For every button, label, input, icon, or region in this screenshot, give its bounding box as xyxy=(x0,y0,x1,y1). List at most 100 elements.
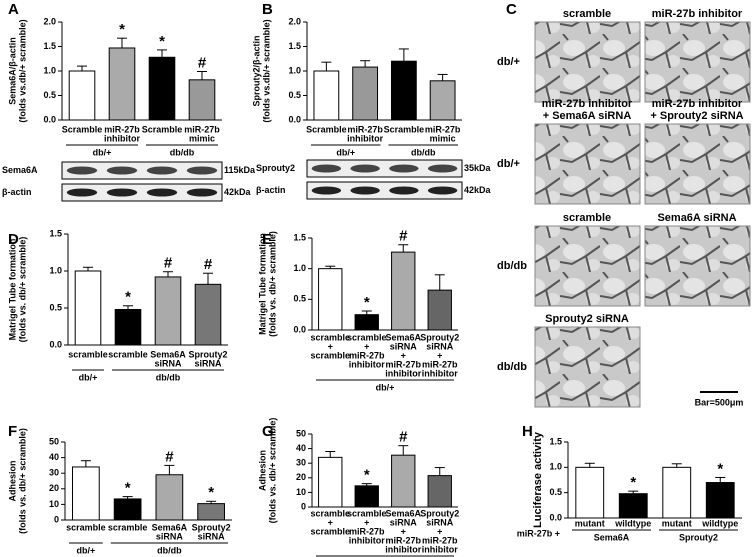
bar xyxy=(618,493,648,519)
scale-label: Bar=500μm xyxy=(695,397,744,407)
x-tick-label: scramble xyxy=(108,522,148,532)
image-label: + Sprouty2 siRNA xyxy=(650,110,743,122)
y-tick-label: 0.0 xyxy=(288,114,301,124)
image-label: scramble xyxy=(563,8,611,20)
significance-marker: * xyxy=(125,289,131,306)
bar xyxy=(113,498,142,521)
y-tick-label: 40 xyxy=(49,452,59,462)
y-tick-label: 0.5 xyxy=(49,302,62,312)
x-tick-label: scramble xyxy=(108,349,148,359)
x-tick-label: Sema6A xyxy=(152,522,188,532)
image-label: scramble xyxy=(563,212,611,224)
blot xyxy=(306,181,463,200)
y-axis-label: Luciferase activity xyxy=(532,431,544,528)
bar xyxy=(391,454,416,508)
blot-size: 115kDa xyxy=(224,165,256,175)
y-tick-label: 1.5 xyxy=(49,228,62,238)
x-tick-label: inhibitor xyxy=(349,535,385,545)
x-tick-label: + xyxy=(437,350,442,360)
x-tick-label: + xyxy=(401,350,406,360)
significance-marker: * xyxy=(717,460,723,477)
significance-marker: * xyxy=(125,480,131,497)
row-label: db/+ xyxy=(497,158,520,170)
y-tick-label: 0 xyxy=(301,501,306,511)
y-tick-label: 2.0 xyxy=(43,16,56,26)
y-axis-label: (folds vs. db/+ scramble) xyxy=(17,237,27,343)
significance-marker: # xyxy=(204,256,213,273)
y-tick-label: 20 xyxy=(296,472,306,482)
panel-label: A xyxy=(8,1,19,18)
blot-band xyxy=(146,166,178,175)
x-tick-label: miR-27b xyxy=(425,124,461,134)
blot-band xyxy=(66,166,98,175)
bar xyxy=(318,456,343,508)
group-label: Sema6A xyxy=(594,532,630,542)
x-tick-label: Sema6A xyxy=(150,349,186,359)
micrograph xyxy=(534,326,641,408)
y-tick-label: 20 xyxy=(49,483,59,493)
panel-label: B xyxy=(262,1,273,18)
x-tick-label: scramble xyxy=(310,350,350,360)
y-tick-label: 2.0 xyxy=(288,16,301,26)
x-tick-label: siRNA xyxy=(390,517,418,527)
x-tick-label: Sprouty2 xyxy=(420,332,459,342)
x-tick-label: Scramble xyxy=(306,124,347,134)
x-tick-label: siRNA xyxy=(154,358,182,368)
group-label: db/+ xyxy=(79,372,98,382)
y-axis-label: (folds vs. db/+ scramble) xyxy=(267,418,277,524)
blot-name: β-actin xyxy=(2,187,32,197)
x-tick-label: scramble xyxy=(347,332,387,342)
x-tick-label: mutant xyxy=(575,518,605,528)
group-prefix: miR-27b + xyxy=(517,528,560,538)
group-label: db/db xyxy=(170,147,195,157)
blot-band xyxy=(186,166,218,175)
significance-marker: # xyxy=(399,228,408,245)
y-axis-label: (folds vs. db/+ scramble) xyxy=(17,428,27,534)
panel-label: F xyxy=(8,423,17,440)
x-tick-label: mimic xyxy=(189,133,215,143)
blot-band xyxy=(186,188,218,197)
y-tick-label: 1.0 xyxy=(49,265,62,275)
y-tick-label: 0.5 xyxy=(43,90,56,100)
blot-band xyxy=(350,164,380,173)
y-tick-label: 0.0 xyxy=(549,512,562,522)
panel-label: D xyxy=(8,231,19,248)
micrograph xyxy=(644,21,751,103)
x-tick-label: inhibitor xyxy=(347,133,383,143)
y-tick-label: 10 xyxy=(49,499,59,509)
x-tick-label: siRNA xyxy=(194,358,222,368)
y-axis-label: Matrigel Tube formation xyxy=(257,233,267,335)
group-label: db/db xyxy=(157,545,182,555)
significance-marker: * xyxy=(119,21,125,38)
group-label: db/db xyxy=(156,372,181,382)
bar xyxy=(194,283,222,346)
y-axis-label: Sema6A/β-actin xyxy=(7,37,17,105)
significance-marker: * xyxy=(364,294,370,311)
micrograph xyxy=(534,225,641,307)
micrograph xyxy=(534,21,641,103)
blot-band xyxy=(389,186,419,195)
group-label: db/+ xyxy=(93,147,112,157)
blot xyxy=(306,159,463,178)
x-tick-label: inhibitor xyxy=(385,544,421,554)
x-tick-label: wildtype xyxy=(614,518,651,528)
x-tick-label: siRNA xyxy=(390,341,418,351)
x-tick-label: Sema6A xyxy=(385,332,421,342)
x-tick-label: siRNA xyxy=(198,531,226,541)
blot-band xyxy=(311,186,342,195)
y-tick-label: 1.5 xyxy=(288,41,301,51)
row-label: db/db xyxy=(497,260,527,272)
x-tick-label: miR-27b xyxy=(385,359,421,369)
x-tick-label: miR-27b xyxy=(385,535,421,545)
image-label: + Sema6A siRNA xyxy=(543,110,632,122)
x-tick-label: + xyxy=(437,526,442,536)
group-label: Sprouty2 xyxy=(679,532,718,542)
group-label: db/+ xyxy=(376,382,395,392)
blot-band xyxy=(350,186,380,195)
blot-size: 35kDa xyxy=(464,163,492,173)
x-tick-label: siRNA xyxy=(426,517,454,527)
x-tick-label: inhibitor xyxy=(104,133,140,143)
y-tick-label: 0.0 xyxy=(293,324,306,334)
bar xyxy=(72,466,100,521)
